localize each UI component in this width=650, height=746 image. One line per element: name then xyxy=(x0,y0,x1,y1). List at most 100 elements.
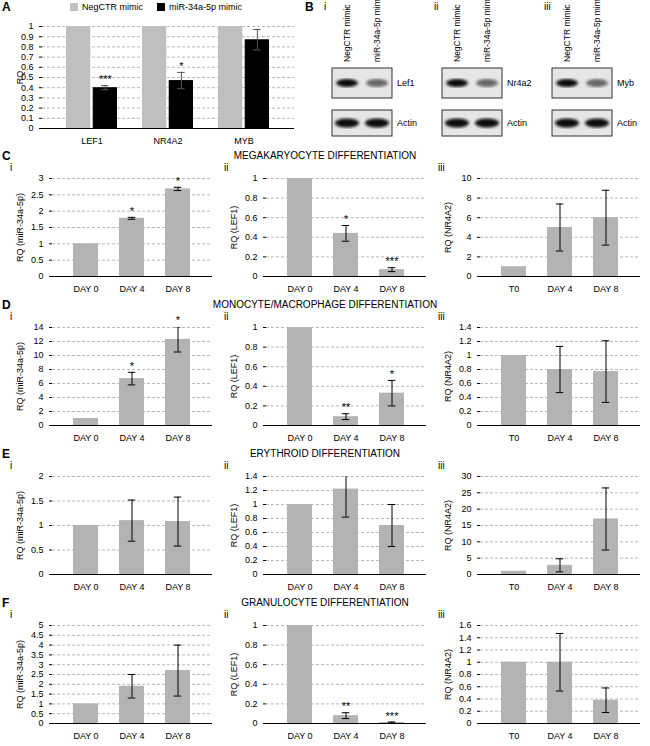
svg-text:0: 0 xyxy=(38,271,43,281)
svg-text:Actin: Actin xyxy=(617,118,637,128)
svg-text:1.4: 1.4 xyxy=(459,322,472,332)
svg-text:MYB: MYB xyxy=(234,136,254,146)
svg-text:Actin: Actin xyxy=(397,118,417,128)
svg-text:DAY 8: DAY 8 xyxy=(593,731,618,741)
svg-text:*: * xyxy=(130,360,135,372)
svg-text:3: 3 xyxy=(38,173,43,183)
svg-text:DAY 4: DAY 4 xyxy=(119,731,144,741)
svg-text:0: 0 xyxy=(38,569,43,579)
svg-text:LEF1: LEF1 xyxy=(81,136,103,146)
svg-text:0.8: 0.8 xyxy=(21,42,34,52)
svg-text:DAY 4: DAY 4 xyxy=(547,731,572,741)
svg-text:DAY 0: DAY 0 xyxy=(287,433,312,443)
svg-text:miR-34a-5p mimic: miR-34a-5p mimic xyxy=(592,0,602,62)
svg-text:0.8: 0.8 xyxy=(459,364,472,374)
svg-text:10: 10 xyxy=(461,537,471,547)
svg-text:*: * xyxy=(130,205,135,217)
svg-text:*: * xyxy=(390,368,395,380)
svg-text:2: 2 xyxy=(38,679,43,689)
svg-text:Myb: Myb xyxy=(617,78,634,88)
svg-text:8: 8 xyxy=(466,193,471,203)
svg-text:0: 0 xyxy=(38,718,43,728)
svg-text:1: 1 xyxy=(28,21,33,31)
svg-text:i: i xyxy=(324,1,326,12)
svg-text:1.4: 1.4 xyxy=(459,633,472,643)
svg-text:0.6: 0.6 xyxy=(245,213,258,223)
svg-text:DAY 8: DAY 8 xyxy=(165,731,190,741)
svg-text:0.5: 0.5 xyxy=(31,545,44,555)
svg-text:0.6: 0.6 xyxy=(459,682,472,692)
svg-text:RQ (NR4A2): RQ (NR4A2) xyxy=(443,351,453,402)
svg-text:4: 4 xyxy=(38,392,43,402)
svg-text:0: 0 xyxy=(252,569,257,579)
svg-text:8: 8 xyxy=(38,364,43,374)
svg-text:T0: T0 xyxy=(509,582,520,592)
svg-text:DAY 4: DAY 4 xyxy=(333,731,358,741)
svg-text:RQ (LEF1): RQ (LEF1) xyxy=(229,504,239,548)
svg-text:RQ (miR-34a-5p): RQ (miR-34a-5p) xyxy=(15,193,25,262)
svg-text:1.2: 1.2 xyxy=(459,645,472,655)
svg-text:2.5: 2.5 xyxy=(31,190,44,200)
svg-text:6: 6 xyxy=(38,378,43,388)
svg-text:14: 14 xyxy=(33,322,43,332)
svg-text:0: 0 xyxy=(466,569,471,579)
svg-text:0.2: 0.2 xyxy=(21,103,34,113)
svg-text:DAY 8: DAY 8 xyxy=(379,731,404,741)
svg-text:0.6: 0.6 xyxy=(245,362,258,372)
svg-text:15: 15 xyxy=(461,520,471,530)
svg-text:*: * xyxy=(344,213,349,225)
svg-text:1: 1 xyxy=(38,699,43,709)
svg-text:DAY 0: DAY 0 xyxy=(73,284,98,294)
svg-text:NegCTR mimic: NegCTR mimic xyxy=(342,4,352,62)
svg-text:1: 1 xyxy=(38,520,43,530)
svg-text:iii: iii xyxy=(544,1,551,12)
svg-text:1: 1 xyxy=(252,620,257,630)
svg-text:0.8: 0.8 xyxy=(245,513,258,523)
svg-text:0.4: 0.4 xyxy=(245,541,258,551)
svg-text:0.3: 0.3 xyxy=(21,93,34,103)
svg-text:DAY 8: DAY 8 xyxy=(379,433,404,443)
svg-text:3.5: 3.5 xyxy=(31,650,44,660)
svg-text:***: *** xyxy=(99,73,113,85)
svg-text:0: 0 xyxy=(466,420,471,430)
svg-text:0.2: 0.2 xyxy=(245,252,258,262)
svg-text:DAY 0: DAY 0 xyxy=(73,433,98,443)
svg-text:DAY 8: DAY 8 xyxy=(593,582,618,592)
svg-text:DAY 8: DAY 8 xyxy=(379,284,404,294)
svg-text:0: 0 xyxy=(466,271,471,281)
svg-text:NegCTR mimic: NegCTR mimic xyxy=(562,4,572,62)
svg-text:2: 2 xyxy=(38,406,43,416)
svg-text:DAY 0: DAY 0 xyxy=(73,582,98,592)
svg-text:25: 25 xyxy=(461,488,471,498)
svg-text:RQ (miR-34a-5p): RQ (miR-34a-5p) xyxy=(15,640,25,709)
svg-text:2: 2 xyxy=(38,206,43,216)
svg-text:NR4A2: NR4A2 xyxy=(153,136,182,146)
svg-text:DAY 0: DAY 0 xyxy=(287,582,312,592)
svg-text:T0: T0 xyxy=(509,284,520,294)
svg-text:DAY 4: DAY 4 xyxy=(119,284,144,294)
svg-text:0.6: 0.6 xyxy=(459,378,472,388)
svg-text:0.4: 0.4 xyxy=(245,381,258,391)
svg-text:1: 1 xyxy=(252,173,257,183)
svg-text:0: 0 xyxy=(466,718,471,728)
svg-text:12: 12 xyxy=(33,336,43,346)
svg-text:RQ (NR4A2): RQ (NR4A2) xyxy=(443,649,453,700)
svg-text:0.1: 0.1 xyxy=(21,113,34,123)
svg-text:1: 1 xyxy=(38,239,43,249)
svg-text:DAY 4: DAY 4 xyxy=(547,433,572,443)
svg-text:*: * xyxy=(176,175,181,187)
svg-text:0.4: 0.4 xyxy=(245,232,258,242)
svg-text:***: *** xyxy=(386,710,400,722)
svg-text:0.4: 0.4 xyxy=(459,694,472,704)
svg-text:1.5: 1.5 xyxy=(31,222,44,232)
svg-text:4.5: 4.5 xyxy=(31,630,44,640)
svg-text:DAY 4: DAY 4 xyxy=(119,582,144,592)
svg-text:DAY 8: DAY 8 xyxy=(593,433,618,443)
svg-text:**: ** xyxy=(342,700,351,712)
svg-text:1.5: 1.5 xyxy=(31,689,44,699)
svg-text:0: 0 xyxy=(252,420,257,430)
svg-text:0.8: 0.8 xyxy=(245,193,258,203)
svg-text:*: * xyxy=(176,314,181,326)
svg-text:1.5: 1.5 xyxy=(31,496,44,506)
svg-text:6: 6 xyxy=(466,213,471,223)
